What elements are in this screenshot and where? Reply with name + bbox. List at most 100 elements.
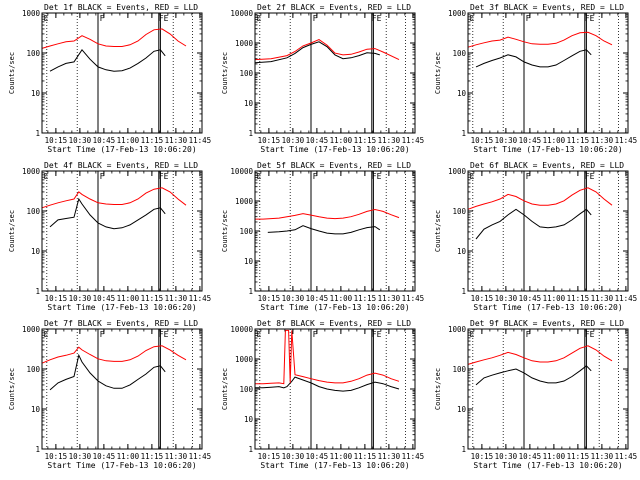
flag-label: F bbox=[313, 14, 318, 23]
flag-label: FE bbox=[159, 14, 169, 23]
x-tick-label: 10:45 bbox=[93, 136, 116, 145]
panel-title: Det 7f BLACK = Events, RED = LLD bbox=[44, 319, 198, 328]
x-axis-label: Start Time (17-Feb-13 10:06:20) bbox=[260, 461, 409, 470]
flag-label: F bbox=[526, 330, 531, 339]
x-tick-label: 10:15 bbox=[471, 136, 494, 145]
x-tick-label: 11:15 bbox=[141, 452, 164, 461]
series-lld-line bbox=[467, 345, 613, 365]
plot-frame bbox=[467, 328, 629, 450]
y-tick-label: 10 bbox=[244, 99, 254, 108]
x-tick-label: 11:30 bbox=[165, 294, 188, 303]
x-axis-label: Start Time (17-Feb-13 10:06:20) bbox=[260, 145, 409, 154]
flag-label: E bbox=[44, 14, 49, 23]
series-events-line bbox=[475, 49, 592, 68]
x-tick-label: 11:30 bbox=[378, 294, 401, 303]
x-tick-label: 10:30 bbox=[495, 294, 518, 303]
series-lld-line bbox=[467, 187, 613, 210]
series-events-line bbox=[255, 376, 400, 392]
y-tick-label: 1000 bbox=[22, 9, 41, 18]
x-tick-label: 10:45 bbox=[519, 452, 542, 461]
y-tick-label: 10 bbox=[457, 405, 467, 414]
x-tick-label: 11:15 bbox=[141, 294, 164, 303]
plot-frame bbox=[41, 170, 203, 292]
y-tick-label: 100 bbox=[452, 365, 466, 374]
y-tick-label: 100 bbox=[26, 49, 40, 58]
x-axis-label: Start Time (17-Feb-13 10:06:20) bbox=[47, 145, 196, 154]
panel-title: Det 8f BLACK = Events, RED = LLD bbox=[257, 319, 411, 328]
x-tick-label: 10:15 bbox=[258, 452, 281, 461]
x-tick-label: 10:15 bbox=[45, 452, 68, 461]
panel-title: Det 4f BLACK = Events, RED = LLD bbox=[44, 161, 198, 170]
flag-label: E bbox=[257, 330, 262, 339]
y-tick-label: 100 bbox=[239, 69, 253, 78]
y-tick-label: 1000 bbox=[22, 325, 41, 334]
plot-frame bbox=[467, 12, 629, 134]
x-tick-label: 10:30 bbox=[282, 294, 305, 303]
panel-title: Det 2f BLACK = Events, RED = LLD bbox=[257, 3, 411, 12]
series-lld-line bbox=[255, 329, 400, 385]
x-tick-label: 11:30 bbox=[165, 136, 188, 145]
y-tick-label: 100 bbox=[239, 227, 253, 236]
x-tick-label: 10:45 bbox=[93, 294, 116, 303]
y-tick-label: 10000 bbox=[230, 167, 253, 176]
x-tick-label: 11:45 bbox=[189, 452, 212, 461]
y-axis-label: Counts/sec bbox=[8, 210, 16, 252]
panel-title: Det 5f BLACK = Events, RED = LLD bbox=[257, 161, 411, 170]
flag-label: E bbox=[470, 330, 475, 339]
x-tick-label: 10:30 bbox=[282, 452, 305, 461]
panel-7: Det 7f BLACK = Events, RED = LLD E F FE 1 10 1… bbox=[8, 319, 211, 470]
y-axis-label: Counts/sec bbox=[434, 52, 442, 94]
x-tick-label: 11:00 bbox=[330, 136, 353, 145]
panel-title: Det 6f BLACK = Events, RED = LLD bbox=[470, 161, 624, 170]
x-tick-label: 11:45 bbox=[189, 294, 212, 303]
y-tick-label: 1 bbox=[248, 129, 253, 138]
panel-title: Det 1f BLACK = Events, RED = LLD bbox=[44, 3, 198, 12]
x-axis-label: Start Time (17-Feb-13 10:06:20) bbox=[47, 461, 196, 470]
x-tick-label: 11:00 bbox=[543, 294, 566, 303]
flag-label: F bbox=[526, 14, 531, 23]
x-tick-label: 10:30 bbox=[69, 136, 92, 145]
series-lld-line bbox=[41, 345, 187, 364]
x-tick-label: 10:45 bbox=[306, 294, 329, 303]
panel-1: Det 1f BLACK = Events, RED = LLD E F FE 1 10 1… bbox=[8, 3, 211, 154]
y-tick-label: 1 bbox=[35, 445, 40, 454]
series-events-line bbox=[49, 353, 166, 391]
y-tick-label: 1000 bbox=[448, 9, 467, 18]
x-tick-label: 10:45 bbox=[93, 452, 116, 461]
x-axis-label: Start Time (17-Feb-13 10:06:20) bbox=[473, 303, 622, 312]
x-tick-label: 10:15 bbox=[258, 294, 281, 303]
x-tick-label: 11:45 bbox=[615, 294, 638, 303]
series-events-line bbox=[49, 197, 166, 230]
x-tick-label: 11:00 bbox=[330, 452, 353, 461]
x-tick-label: 10:30 bbox=[69, 294, 92, 303]
x-tick-label: 11:45 bbox=[189, 136, 212, 145]
flag-label: F bbox=[526, 172, 531, 181]
y-axis-label: Counts/sec bbox=[434, 210, 442, 252]
y-tick-label: 10 bbox=[244, 257, 254, 266]
x-tick-label: 10:30 bbox=[495, 452, 518, 461]
x-tick-label: 11:30 bbox=[591, 136, 614, 145]
x-tick-label: 11:45 bbox=[615, 452, 638, 461]
flag-label: FE bbox=[372, 172, 382, 181]
panel-title: Det 3f BLACK = Events, RED = LLD bbox=[470, 3, 624, 12]
x-tick-label: 11:30 bbox=[591, 452, 614, 461]
flag-label: FE bbox=[585, 172, 595, 181]
y-tick-label: 1000 bbox=[235, 39, 254, 48]
flag-label: E bbox=[257, 14, 262, 23]
flag-label: F bbox=[100, 14, 105, 23]
x-tick-label: 11:15 bbox=[354, 452, 377, 461]
series-lld-line bbox=[255, 208, 400, 220]
plot-frame bbox=[254, 12, 416, 134]
x-tick-label: 10:15 bbox=[45, 136, 68, 145]
x-axis-label: Start Time (17-Feb-13 10:06:20) bbox=[473, 461, 622, 470]
y-axis-label: Counts/sec bbox=[8, 52, 16, 94]
series-events-line bbox=[475, 365, 592, 386]
flag-label: E bbox=[44, 172, 49, 181]
series-events-line bbox=[254, 41, 380, 64]
x-tick-label: 10:30 bbox=[282, 136, 305, 145]
x-tick-label: 11:45 bbox=[402, 136, 425, 145]
y-tick-label: 100 bbox=[452, 49, 466, 58]
x-tick-label: 10:15 bbox=[258, 136, 281, 145]
panel-9: Det 9f BLACK = Events, RED = LLD E F FE 1 10 1… bbox=[434, 319, 637, 470]
panel-4: Det 4f BLACK = Events, RED = LLD E F FE 1 10 1… bbox=[8, 161, 211, 312]
